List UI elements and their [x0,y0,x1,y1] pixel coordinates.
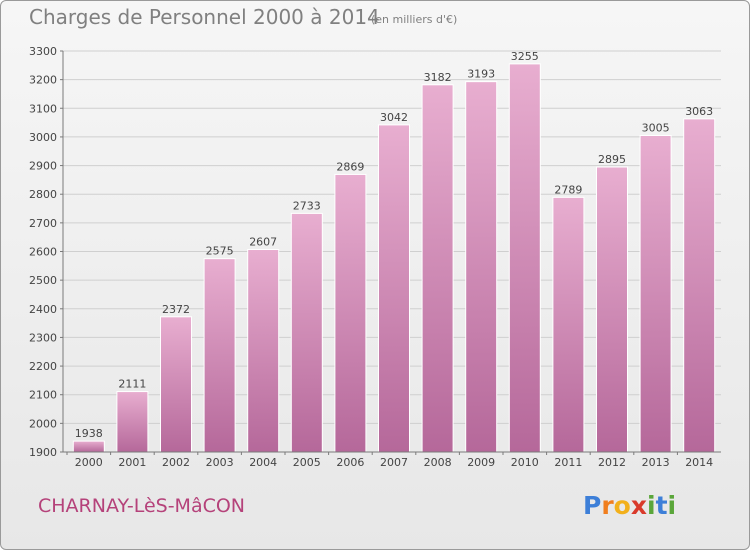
value-label: 3193 [467,68,495,81]
x-tick-label: 2007 [380,456,408,469]
y-tick-label: 2400 [29,303,57,316]
x-tick-label: 2006 [336,456,364,469]
bar-2013 [639,134,672,453]
logo-letter: t [655,491,668,520]
bar-2010 [508,63,541,453]
x-tick-label: 2008 [424,456,452,469]
bar-2000 [72,440,105,453]
x-tick-label: 2003 [206,456,234,469]
x-tick-label: 2005 [293,456,321,469]
value-label: 3063 [685,105,713,118]
bar-2007 [378,124,410,453]
y-tick-label: 3100 [29,102,57,115]
bar-2011 [552,196,585,453]
bar-2005 [290,212,323,453]
y-tick-label: 3300 [29,45,57,58]
y-tick-label: 2800 [29,188,57,201]
x-tick-label: 2011 [554,456,582,469]
y-tick-label: 2600 [29,246,57,259]
x-tick-label: 2013 [642,456,670,469]
logo-letter: x [630,491,647,520]
x-tick-label: 2012 [598,456,626,469]
x-tick-label: 2009 [467,456,495,469]
bar-2004 [247,248,280,453]
logo-letter: i [647,491,656,520]
bar-2001 [116,391,149,453]
value-label: 2372 [162,303,190,316]
value-label: 2869 [336,160,364,173]
logo-letter: P [583,491,602,520]
logo-letter: o [613,491,631,520]
x-tick-label: 2004 [249,456,277,469]
value-label: 2789 [554,183,582,196]
bar-2003 [203,258,236,453]
y-tick-label: 1900 [29,446,57,459]
bar-2012 [596,166,628,453]
bar-2014 [683,118,716,453]
x-tick-label: 2014 [685,456,713,469]
axis-layer: 1900 2000 2100 2200 2300 2400 2500 2600 2700 2800… [29,45,721,469]
bar-2008 [421,84,454,453]
y-tick-label: 2200 [29,360,57,373]
logo-letter: r [601,491,614,520]
y-tick-label: 2500 [29,274,57,287]
proxiti-logo[interactable]: Proxiti [583,491,676,520]
chart-subtitle: (en milliers d'€) [371,13,458,26]
commune-name: CHARNAY-LèS-MâCON [38,495,246,517]
value-label: 2895 [598,153,626,166]
y-tick-label: 2000 [29,417,57,430]
value-label: 2607 [249,235,277,248]
bar-2006 [334,173,367,453]
value-label: 3255 [511,50,539,63]
x-tick-label: 2000 [75,456,103,469]
value-label: 3042 [380,111,408,124]
value-label: 2111 [118,378,146,391]
y-tick-label: 3000 [29,131,57,144]
y-tick-label: 3200 [29,74,57,87]
value-label: 1938 [75,427,103,440]
chart-title: Charges de Personnel 2000 à 2014 [29,5,380,29]
y-tick-label: 2900 [29,160,57,173]
y-tick-label: 2300 [29,331,57,344]
bar-2002 [160,316,192,453]
value-label: 2575 [206,245,234,258]
value-label: 3182 [424,71,452,84]
y-tick-label: 2100 [29,389,57,402]
y-tick-label: 2700 [29,217,57,230]
bar-layer [72,63,716,453]
x-tick-label: 2001 [118,456,146,469]
value-label: 3005 [642,121,670,134]
x-tick-label: 2010 [511,456,539,469]
logo-letter: i [667,491,677,520]
value-label: 2733 [293,199,321,212]
bar-2009 [465,81,498,453]
x-tick-label: 2002 [162,456,190,469]
